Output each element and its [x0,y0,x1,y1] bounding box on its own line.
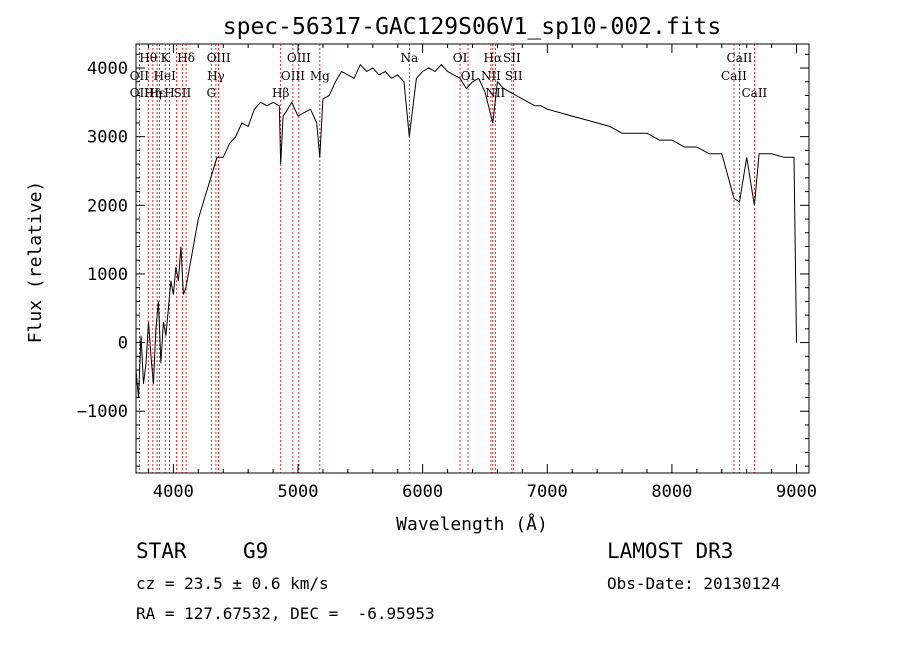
line-label: NII [485,86,505,100]
x-tick-label: 8000 [651,482,692,502]
spectrum-chart: spec-56317-GAC129S06V1_sp10-002.fits Flu… [25,14,817,535]
x-tick-label: 5000 [278,482,319,502]
object-subclass: G9 [243,539,269,563]
line-label: OII [130,86,150,100]
line-label: Hθ [139,51,157,65]
y-tick-label: 4000 [87,59,128,79]
axis-ticks: 4000 5000 6000 7000 8000 9000 −1000 0 1000 2000 30… [77,44,817,502]
x-tick-label: 7000 [527,482,568,502]
x-tick-label: 4000 [153,482,194,502]
line-label: CaII [727,51,753,65]
y-tick-label: −1000 [77,402,128,422]
ra-dec-coordinates: RA = 127.67532, DEC = -6.95953 [136,604,435,623]
survey-name: LAMOST DR3 [607,539,734,563]
line-label: OI [461,69,476,83]
redshift-velocity: cz = 23.5 ± 0.6 km/s [136,574,329,593]
line-label: OI [453,51,468,65]
spectral-line-markers [138,44,755,473]
line-label: OIII [207,51,231,65]
line-label: CaII [741,86,767,100]
line-label: Hγ [207,69,225,83]
y-axis-label: Flux (relative) [25,181,46,344]
x-tick-label: 6000 [402,482,443,502]
x-tick-label: 9000 [776,482,817,502]
line-label: G [206,86,216,100]
object-class: STAR [136,539,187,563]
line-label: K [161,51,171,65]
line-label: SII [505,69,523,83]
line-label: SII [503,51,521,65]
line-label: Hη [144,86,162,100]
line-label: OII [130,69,150,83]
plot-frame [135,43,810,474]
line-label: Hδ [177,51,195,65]
line-label: SII [174,86,192,100]
y-tick-label: 3000 [87,128,128,148]
line-label: OIII [287,51,311,65]
line-label: NII [481,69,501,83]
y-tick-label: 0 [118,334,128,354]
line-label: CaII [721,69,747,83]
line-label: Na [400,51,418,65]
line-label: Hα [484,51,503,65]
line-label: H [164,86,174,100]
spectrum-series [135,63,797,398]
line-label: OIII [281,69,305,83]
y-tick-label: 2000 [87,196,128,216]
line-label: HeI [154,69,177,83]
x-axis-label: Wavelength (Å) [396,513,548,535]
line-label: Mg [310,69,330,83]
line-label: Hε [149,86,166,100]
line-annotations: Hθ OII OII K Hε HeI Hη H Hδ SII OIII Hγ G OIII OIII Hβ M… [130,51,768,100]
line-label: Hβ [272,86,289,100]
y-tick-label: 1000 [87,265,128,285]
spectrum-line-0 [135,63,797,398]
observation-date: Obs-Date: 20130124 [607,574,781,593]
chart-title: spec-56317-GAC129S06V1_sp10-002.fits [223,14,722,40]
